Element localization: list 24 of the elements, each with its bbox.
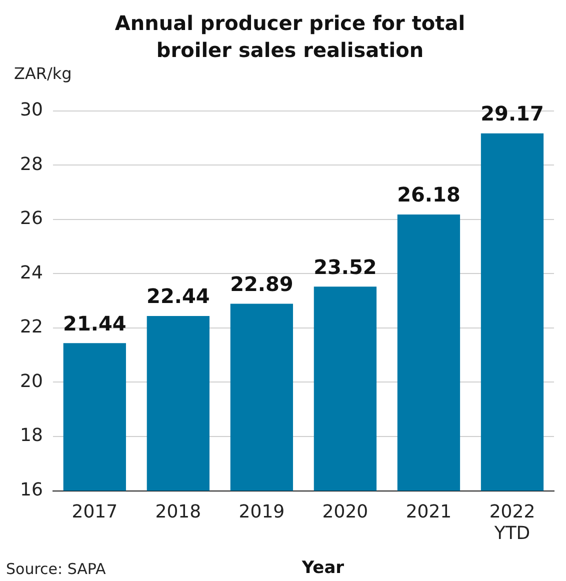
data-label: 29.17 <box>480 102 544 126</box>
y-tick-label: 28 <box>20 154 43 175</box>
y-tick-label: 16 <box>20 479 43 500</box>
y-tick-label: 30 <box>20 99 43 120</box>
data-label: 26.18 <box>397 182 460 207</box>
data-label: 22.89 <box>230 272 294 296</box>
x-tick-label: 2021 <box>406 501 452 522</box>
y-axis-title: ZAR/kg <box>14 64 72 83</box>
data-label: 21.44 <box>63 311 126 336</box>
x-tick-label: 2019 <box>238 501 285 522</box>
source-note: Source: SAPA <box>6 560 106 578</box>
data-label: 22.44 <box>146 284 210 308</box>
x-tick-label: 2017 <box>72 501 118 522</box>
data-label: 23.52 <box>314 254 377 279</box>
y-tick-label: 24 <box>20 262 43 284</box>
x-tick-label: 2020 <box>322 501 368 522</box>
chart-title: Annual producer price for total broiler sales realisation <box>114 10 466 64</box>
x-tick-label: 2022 YTD <box>489 501 536 544</box>
y-tick-label: 26 <box>20 208 43 230</box>
x-tick-label: 2018 <box>155 501 202 522</box>
y-tick-label: 22 <box>20 316 43 338</box>
y-tick-label: 20 <box>20 370 43 392</box>
x-axis-title: Year <box>302 558 344 578</box>
y-tick-label: 18 <box>20 425 43 446</box>
